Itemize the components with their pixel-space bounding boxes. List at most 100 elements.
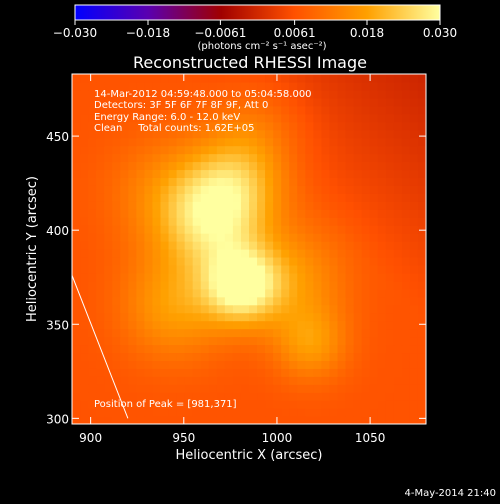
heatmap-cell [160, 304, 170, 314]
heatmap-cell [369, 416, 379, 424]
heatmap-cell [289, 113, 298, 123]
heatmap-cell [96, 74, 105, 83]
heatmap-cell [120, 129, 129, 139]
heatmap-cell [345, 400, 355, 409]
heatmap-cell [232, 201, 242, 210]
heatmap-cell [128, 217, 137, 226]
heatmap-cell [409, 105, 419, 115]
heatmap-cell [112, 74, 121, 83]
heatmap-cell [393, 336, 403, 346]
heatmap-cell [88, 384, 97, 393]
heatmap-cell [305, 384, 314, 393]
heatmap-cell [353, 145, 363, 155]
heatmap-cell [273, 169, 282, 179]
heatmap-cell [353, 249, 363, 258]
heatmap-cell [417, 320, 426, 330]
heatmap-cell [297, 336, 306, 346]
heatmap-cell [80, 312, 89, 322]
heatmap-cell [321, 392, 331, 401]
heatmap-cell [257, 416, 266, 424]
heatmap-cell [289, 272, 298, 282]
heatmap-cell [240, 217, 250, 226]
heatmap-cell [104, 241, 113, 250]
heatmap-cell [240, 161, 250, 171]
heatmap-cell [232, 81, 242, 91]
heatmap-cell [417, 161, 426, 171]
heatmap-cell [160, 249, 170, 258]
heatmap-cell [313, 408, 323, 417]
heatmap-cell [281, 264, 290, 274]
heatmap-cell [144, 193, 154, 202]
heatmap-cell [337, 145, 347, 155]
heatmap-cell [257, 376, 266, 385]
heatmap-cell [353, 312, 363, 322]
heatmap-cell [144, 320, 154, 330]
heatmap-cell [224, 81, 234, 91]
heatmap-cell [120, 408, 129, 417]
heatmap-cell [393, 360, 403, 369]
heatmap-cell [321, 352, 331, 361]
heatmap-cell [128, 105, 137, 115]
heatmap-cell [88, 121, 97, 131]
heatmap-cell [160, 280, 170, 290]
heatmap-cell [305, 296, 314, 306]
heatmap-cell [305, 336, 314, 346]
heatmap-cell [104, 400, 113, 409]
heatmap-cell [240, 169, 250, 179]
heatmap-cell [305, 177, 314, 186]
heatmap-cell [393, 81, 403, 91]
heatmap-cell [88, 264, 97, 274]
heatmap-cell [257, 153, 266, 163]
heatmap-cell [96, 392, 105, 401]
heatmap-cell [120, 328, 129, 338]
heatmap-cell [281, 89, 290, 99]
heatmap-cell [321, 296, 331, 306]
heatmap-cell [321, 312, 331, 322]
heatmap-cell [152, 145, 162, 155]
heatmap-cell [128, 336, 137, 346]
heatmap-cell [297, 185, 306, 194]
heatmap-cell [337, 320, 347, 330]
heatmap-cell [104, 217, 113, 226]
heatmap-cell [200, 336, 210, 346]
heatmap-cell [88, 368, 97, 377]
heatmap-cell [385, 177, 395, 186]
heatmap-cell [216, 161, 226, 171]
heatmap-cell [192, 296, 202, 306]
heatmap-cell [409, 264, 419, 274]
heatmap-cell [377, 225, 387, 234]
heatmap-cell [393, 312, 403, 322]
heatmap-cell [240, 384, 250, 393]
heatmap-cell [257, 344, 266, 354]
heatmap-cell [305, 288, 314, 298]
heatmap-cell [192, 241, 202, 250]
heatmap-cell [353, 153, 363, 163]
detectors-label: Detectors: 3F 5F 6F 7F 8F 9F, Att 0 [94, 100, 268, 111]
heatmap-cell [409, 137, 419, 147]
heatmap-cell [224, 225, 234, 234]
heatmap-cell [128, 280, 137, 290]
heatmap-cell [160, 137, 170, 147]
heatmap-cell [168, 193, 178, 202]
heatmap-cell [192, 416, 202, 424]
heatmap-cell [393, 225, 403, 234]
heatmap-cell [176, 153, 186, 163]
heatmap-cell [289, 392, 298, 401]
heatmap-cell [305, 193, 314, 202]
heatmap-cell [353, 320, 363, 330]
heatmap-cell [289, 384, 298, 393]
heatmap-cell [120, 81, 129, 91]
heatmap-cell [184, 368, 194, 377]
heatmap-cell [377, 169, 387, 179]
heatmap-cell [120, 249, 129, 258]
heatmap-cell [72, 169, 81, 179]
heatmap-cell [257, 137, 266, 147]
heatmap-cell [321, 241, 331, 250]
heatmap-cell [240, 185, 250, 194]
heatmap-cell [144, 145, 154, 155]
heatmap-cell [200, 264, 210, 274]
heatmap-cell [321, 344, 331, 354]
heatmap-cell [305, 145, 314, 155]
heatmap-cell [353, 201, 363, 210]
